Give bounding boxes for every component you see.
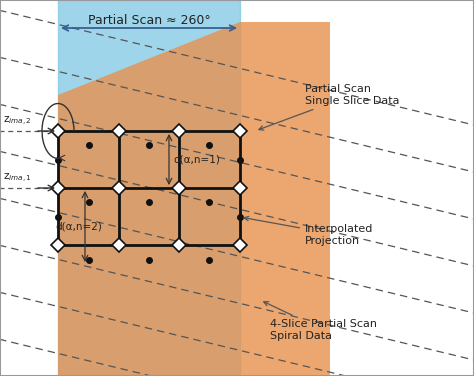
- Text: d(α,n=1): d(α,n=1): [173, 155, 220, 165]
- Text: Partial Scan ≈ 260°: Partial Scan ≈ 260°: [88, 14, 210, 27]
- Text: 4-Slice Partial Scan
Spiral Data: 4-Slice Partial Scan Spiral Data: [264, 302, 377, 341]
- Polygon shape: [58, 22, 330, 376]
- Text: Partial Scan
Single Slice Data: Partial Scan Single Slice Data: [259, 84, 400, 130]
- Text: d(α,n=2): d(α,n=2): [55, 221, 102, 232]
- Text: z$_{ima,1}$: z$_{ima,1}$: [3, 172, 32, 185]
- Bar: [58, 0, 240, 376]
- Text: z$_{ima,2}$: z$_{ima,2}$: [3, 115, 32, 128]
- Text: Interpolated
Projection: Interpolated Projection: [244, 216, 374, 246]
